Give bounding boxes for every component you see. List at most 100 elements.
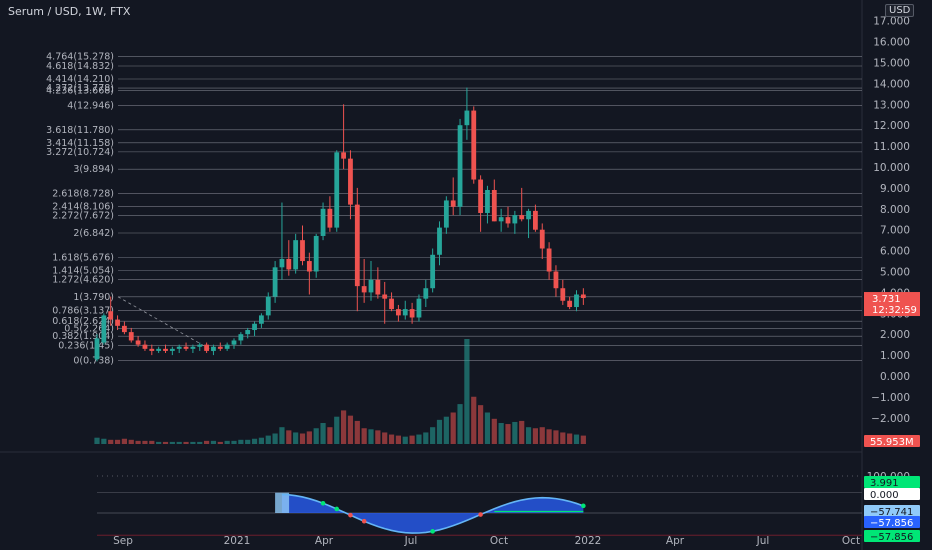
fib-label: 0.236(1.45) [58,341,114,352]
candlesticks[interactable] [94,87,586,362]
volume-bar [368,429,374,444]
candle-body [450,200,456,207]
volume-bar [347,415,354,444]
volume-bar [217,441,223,444]
volume-bar [498,423,504,444]
fib-label: 3(9.894) [73,164,114,175]
volume-bar [450,412,456,444]
candle-body [382,294,388,299]
candle-body [293,240,299,270]
candle-body [142,344,148,349]
candle-body [519,215,525,220]
volume-bar [183,441,189,444]
volume-bars [94,339,586,444]
oscillator-pane [97,475,862,536]
volume-bar [258,437,264,444]
candle-body [354,204,360,287]
volume-bar [224,440,230,444]
fib-label: 1.618(5.676) [52,252,114,263]
osc-badge-4: −57.856 [870,518,913,529]
osc-badge-3-bg [864,505,920,517]
candle-body [375,279,381,295]
osc-badge-1-bg [864,476,920,488]
osc-signal-dot [320,500,326,506]
candle-body [546,248,552,272]
currency-button[interactable]: USD [885,4,915,17]
candle-body [156,348,162,351]
candle-body [533,210,538,230]
volume-bar [265,435,271,444]
fib-label: 4.618(14.832) [46,61,114,72]
candle-body [396,309,401,316]
volume-bar [197,441,203,444]
candle-body [252,323,257,331]
candle-body [245,330,251,335]
osc-signal-dot [348,512,353,518]
candle-body [231,340,237,345]
candle-body [409,309,415,318]
volume-bar [361,428,367,444]
volume-bar [101,438,107,444]
volume-bar [245,439,251,444]
fib-retracement[interactable]: 4.764(15.278)4.618(14.832)4.414(14.210)4… [46,52,862,367]
candle-body [437,227,442,255]
volume-bar [471,396,477,444]
candle-body [265,296,271,316]
candle-body [279,258,285,268]
candle-body [389,298,394,310]
volume-bar [532,428,538,444]
fib-label: 0.618(2.624) [52,316,114,327]
osc-signal-dot [430,529,435,534]
candle-body [361,286,367,293]
fib-label: 4(12.946) [67,100,114,111]
volume-bar [478,405,484,444]
volume-bar [430,427,436,444]
time-axis[interactable]: Sep 2021 Apr Jul Oct 2022 Apr Jul Oct [113,535,860,547]
candle-body [128,332,134,341]
last-price-badge-bg [864,292,920,317]
osc-signal-dot [581,503,586,509]
volume-bar [190,441,196,444]
fib-label: 3.272(10.724) [46,147,114,158]
candle-body [553,271,559,289]
price-axis[interactable]: 17.000 16.000 15.000 14.000 13.000 12.000 11.0… [867,16,910,483]
fib-label: 0(0.738) [73,356,114,367]
candle-body [163,348,168,351]
candle-body [526,210,531,220]
volume-bar [416,434,422,444]
y-tick-label: 0.000 [880,371,910,383]
fib-label: 0.382(1.904) [52,331,114,342]
volume-bar [121,438,127,444]
candle-body [217,346,223,349]
candle-body [149,348,155,351]
y-tick-label: 17.000 [873,16,910,28]
volume-bar [114,439,121,444]
volume-bar [279,427,285,444]
volume-badge: 55.953M [870,437,914,448]
candle-body [300,240,305,262]
candle-body [108,311,114,320]
volume-bar [251,438,258,444]
y-tick-label: 1.000 [880,350,910,362]
y-tick-label: 15.000 [873,58,910,70]
osc-signal-dot [334,506,340,512]
osc-badge-5: −57.856 [870,532,913,543]
y-tick-label: 13.000 [873,99,910,111]
candle-body [313,235,319,272]
volume-bar [286,430,292,444]
candle-body [505,217,511,224]
volume-bar [375,430,381,444]
y-tick-label: 5.000 [880,267,910,279]
volume-bar [210,440,217,444]
fib-label: 2.272(7.672) [52,211,114,222]
osc-badge-2-bg [864,488,920,500]
volume-bar [512,421,518,444]
candle-body [560,288,566,301]
candle-body [122,325,127,333]
volume-bar [135,440,141,444]
candle-body [457,125,463,207]
candle-body [224,344,230,349]
volume-bar [567,433,573,444]
candle-body [272,267,278,297]
